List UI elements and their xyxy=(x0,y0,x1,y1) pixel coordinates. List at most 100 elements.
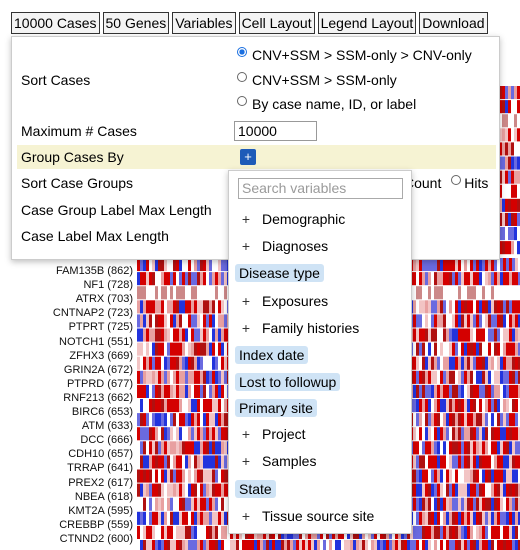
heatmap-cell xyxy=(209,286,212,300)
heatmap-cell xyxy=(512,258,515,272)
genes-button[interactable]: 50 Genes xyxy=(102,12,170,34)
heatmap-cell xyxy=(146,356,149,370)
heatmap-cell xyxy=(200,497,203,511)
heatmap-cell xyxy=(479,427,482,441)
heatmap-cell xyxy=(470,441,473,455)
heatmap-cell xyxy=(470,455,473,469)
heatmap-cell xyxy=(446,272,449,286)
search-variables-input[interactable]: Search variables xyxy=(238,178,403,199)
gene-label[interactable]: CTNND2 (600) xyxy=(59,532,133,545)
heatmap-cell xyxy=(518,511,520,525)
gene-label[interactable]: NF1 (728) xyxy=(83,279,133,292)
gene-label[interactable]: ATM (633) xyxy=(81,420,133,433)
heatmap-cell xyxy=(194,370,197,384)
heatmap-cell xyxy=(425,399,428,413)
heatmap-cell xyxy=(515,511,518,525)
sort-option-by-name[interactable]: By case name, ID, or label xyxy=(237,96,416,112)
gene-label[interactable]: CREBBP (559) xyxy=(59,518,133,531)
gene-label[interactable]: FAM135B (862) xyxy=(55,265,133,277)
gene-label[interactable]: TRRAP (641) xyxy=(67,462,133,475)
cell-layout-button[interactable]: Cell Layout xyxy=(238,12,315,34)
gene-label[interactable]: NOTCH1 (551) xyxy=(59,335,133,348)
cases-button[interactable]: 10000 Cases xyxy=(11,12,100,34)
heatmap-cell xyxy=(173,525,176,539)
gene-label[interactable]: BIRC6 (653) xyxy=(71,406,133,418)
heatmap-cell xyxy=(511,170,514,184)
sort-option-cnv-ssm-ssm-cnv[interactable]: CNV+SSM > SSM-only > CNV-only xyxy=(237,47,472,63)
gene-label[interactable]: GRIN2A (672) xyxy=(63,363,133,376)
variable-menu-item[interactable]: + Family histories xyxy=(235,317,359,339)
heatmap-cell xyxy=(434,286,437,300)
expand-plus-icon[interactable]: + xyxy=(241,238,251,254)
heatmap-cell xyxy=(137,314,140,328)
heatmap-cell xyxy=(517,170,520,184)
gene-label[interactable]: CNTNAP2 (723) xyxy=(52,307,133,320)
expand-plus-icon[interactable]: + xyxy=(241,426,251,442)
heatmap-cell xyxy=(511,212,514,226)
variable-menu-item[interactable]: Disease type xyxy=(235,262,324,284)
variable-menu-item[interactable]: Index date xyxy=(235,344,309,366)
variable-menu-item[interactable]: State xyxy=(235,478,276,500)
gene-label[interactable]: CDH10 (657) xyxy=(68,448,133,461)
gene-label[interactable]: NBEA (618) xyxy=(74,490,133,503)
heatmap-cell xyxy=(422,286,425,300)
heatmap-cell xyxy=(185,342,188,356)
add-group-variable-button[interactable]: + xyxy=(240,149,256,165)
variable-menu-item[interactable]: + Demographic xyxy=(235,208,345,230)
expand-plus-icon[interactable]: + xyxy=(241,211,251,227)
variable-menu-item[interactable]: + Exposures xyxy=(235,290,328,312)
gene-label[interactable]: PTPRD (677) xyxy=(66,377,133,390)
heatmap-cell xyxy=(137,300,140,314)
gene-label[interactable]: DCC (666) xyxy=(80,434,133,447)
heatmap-cell xyxy=(143,356,146,370)
gene-label[interactable]: KMT2A (595) xyxy=(68,504,133,517)
sort-groups-hits-option[interactable]: Hits xyxy=(464,175,489,191)
radio-icon[interactable] xyxy=(237,96,247,106)
heatmap-cell xyxy=(221,384,224,398)
heatmap-cell xyxy=(461,384,464,398)
heatmap-cell xyxy=(197,300,200,314)
heatmap-cell xyxy=(485,328,488,342)
radio-icon[interactable] xyxy=(237,47,247,57)
heatmap-cell xyxy=(515,525,518,539)
heatmap-cell xyxy=(188,441,191,455)
heatmap-cell xyxy=(464,427,467,441)
radio-icon[interactable] xyxy=(451,175,462,185)
expand-plus-icon[interactable]: + xyxy=(241,453,251,469)
radio-icon[interactable] xyxy=(237,72,247,82)
expand-plus-icon[interactable]: + xyxy=(241,320,251,336)
gene-label[interactable]: ZFHX3 (669) xyxy=(69,349,133,362)
variable-menu-item[interactable]: + Tissue source site xyxy=(235,505,374,527)
download-button[interactable]: Download xyxy=(419,12,488,34)
variables-button[interactable]: Variables xyxy=(172,12,236,34)
heatmap-cell xyxy=(224,413,227,427)
variable-menu-item[interactable]: Lost to followup xyxy=(235,371,341,393)
sort-option-cnv-ssm-ssm[interactable]: CNV+SSM > SSM-only xyxy=(237,72,397,88)
heatmap-cell xyxy=(161,427,164,441)
variable-menu-item[interactable]: Primary site xyxy=(235,397,317,419)
heatmap-cell xyxy=(497,300,500,314)
variable-menu-item[interactable]: + Diagnoses xyxy=(235,235,328,257)
variable-menu-item[interactable]: + Project xyxy=(235,423,306,445)
legend-layout-button[interactable]: Legend Layout xyxy=(317,12,417,34)
heatmap-cell xyxy=(146,314,149,328)
variable-menu-item[interactable]: + Samples xyxy=(235,450,317,472)
gene-label[interactable]: ATRX (703) xyxy=(75,293,133,306)
sort-groups-count-option[interactable]: Count xyxy=(404,175,442,191)
heatmap-cell xyxy=(511,198,514,212)
heatmap-cell xyxy=(212,441,215,455)
heatmap-cell xyxy=(506,427,509,441)
heatmap-cell xyxy=(440,258,443,272)
heatmap-cell xyxy=(517,128,520,142)
heatmap-cell xyxy=(485,370,488,384)
expand-plus-icon[interactable]: + xyxy=(241,293,251,309)
heatmap-cell xyxy=(137,258,140,272)
heatmap-cell xyxy=(446,300,449,314)
gene-label[interactable]: PREX2 (617) xyxy=(68,476,133,489)
max-cases-input[interactable]: 10000 xyxy=(234,121,317,141)
expand-plus-icon[interactable]: + xyxy=(241,508,251,524)
heatmap-cell xyxy=(155,469,158,483)
heatmap-cell xyxy=(464,286,467,300)
gene-label[interactable]: RNF213 (662) xyxy=(63,391,133,404)
gene-label[interactable]: PTPRT (725) xyxy=(68,321,133,334)
